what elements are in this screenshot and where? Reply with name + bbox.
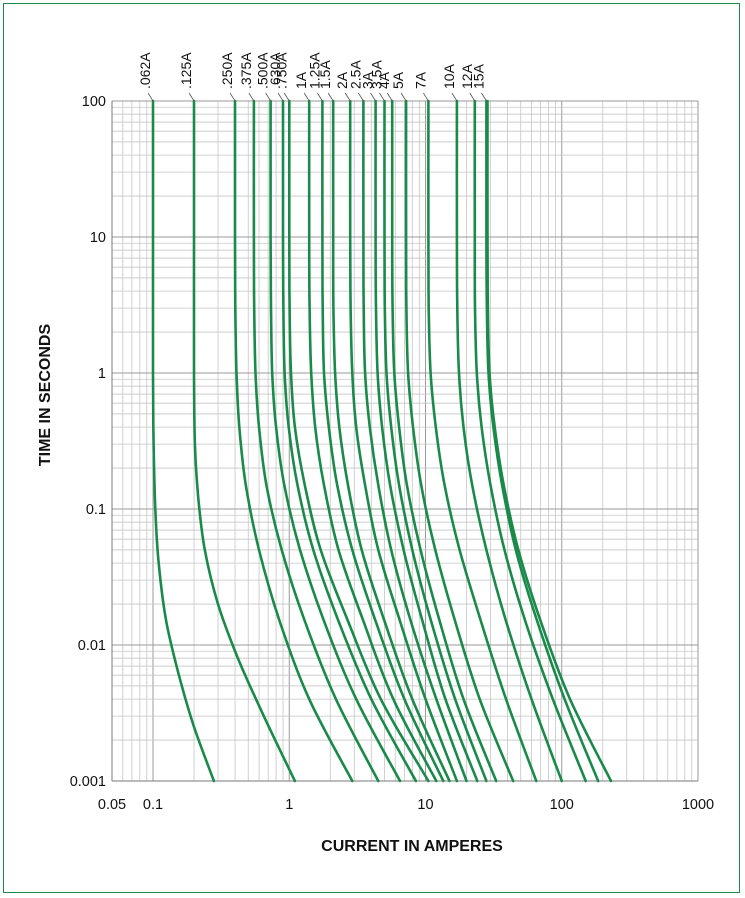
y-tick-label: 0.01: [78, 638, 106, 654]
label-leader: [188, 92, 195, 102]
curve-8: [307, 99, 438, 783]
label-leader: [229, 92, 236, 102]
curve-12: [362, 99, 468, 783]
x-tick-label: 100: [550, 797, 574, 813]
curve-2: [192, 99, 297, 783]
label-leader: [265, 92, 271, 102]
curve-19: [473, 99, 587, 783]
curve-3: [233, 99, 354, 783]
label-leader: [317, 92, 323, 102]
label-leader: [451, 92, 458, 102]
y-axis-label: TIME IN SECONDS: [37, 324, 54, 467]
label-leader: [423, 92, 429, 102]
label-leader: [469, 92, 476, 102]
axes: 0.001 0.01 0.1 1 10 100 0.05 0.1 1 10 100 1000: [70, 94, 714, 813]
label-leader: [277, 92, 284, 102]
curve-9: [321, 99, 445, 783]
curve-label: 2A: [334, 71, 350, 89]
y-tick-label: 100: [82, 94, 106, 110]
curve-label: 1.5A: [317, 60, 333, 89]
curve-18: [455, 99, 564, 783]
curve-6: [281, 99, 418, 783]
curve-label: .125A: [178, 52, 194, 89]
label-leader: [481, 92, 487, 102]
curve-label: 7A: [412, 71, 428, 89]
curve-label: .500A: [255, 52, 271, 89]
curve-21: [486, 99, 613, 783]
curve-7: [287, 99, 430, 783]
y-tick-label: 1: [98, 366, 106, 382]
curve-15: [390, 99, 498, 783]
curve-17: [427, 99, 538, 783]
label-leader: [327, 92, 334, 102]
x-tick-label: 10: [417, 797, 433, 813]
curve-1: [151, 99, 216, 783]
x-axis-label: CURRENT IN AMPERES: [321, 838, 503, 855]
x-tick-label: 0.1: [143, 797, 163, 813]
curve-16: [404, 99, 515, 783]
label-leader: [147, 92, 154, 102]
label-leader: [379, 92, 385, 102]
curve-label: .750A: [273, 52, 289, 89]
y-tick-label: 10: [90, 230, 106, 246]
curve-label: .630A: [267, 52, 283, 89]
curve-label: .250A: [219, 52, 235, 89]
curve-20: [485, 99, 600, 783]
curve-5: [269, 99, 402, 783]
curve-label: 3A: [360, 71, 376, 89]
curve-label: 4A: [376, 71, 392, 89]
curve-14: [383, 99, 488, 783]
curve-label: 3.5A: [369, 60, 385, 89]
label-leader: [400, 92, 407, 102]
label-leader: [283, 92, 290, 102]
curve-label: 15A: [470, 63, 486, 89]
curve-label: 5A: [390, 71, 406, 89]
curve-label: 2.5A: [347, 60, 363, 89]
curve-13: [374, 99, 479, 783]
curve-label: 1.25A: [306, 52, 322, 89]
curve-4: [252, 99, 380, 783]
label-leader: [344, 92, 351, 102]
label-leader: [303, 92, 310, 102]
curve-11: [348, 99, 459, 783]
label-leader: [386, 92, 393, 102]
curve-label: 12A: [459, 63, 475, 89]
curve-label: 1A: [293, 71, 309, 89]
x-tick-label: 0.05: [98, 797, 126, 813]
curve-labels: .062A .125A .250A .375A .500A.630A.750A 1A1.2…: [137, 52, 487, 102]
label-leader: [248, 92, 255, 102]
label-leader: [370, 92, 376, 102]
curve-label: 10A: [441, 63, 457, 89]
x-tick-label: 1: [285, 797, 293, 813]
curve-label: .375A: [238, 52, 254, 89]
x-tick-label: 1000: [682, 797, 714, 813]
y-tick-label: 0.1: [86, 502, 106, 518]
curve-10: [331, 99, 451, 783]
label-leader: [358, 92, 364, 102]
curve-label: .062A: [137, 52, 153, 89]
curves: [151, 99, 613, 783]
y-tick-label: 0.001: [70, 774, 106, 790]
